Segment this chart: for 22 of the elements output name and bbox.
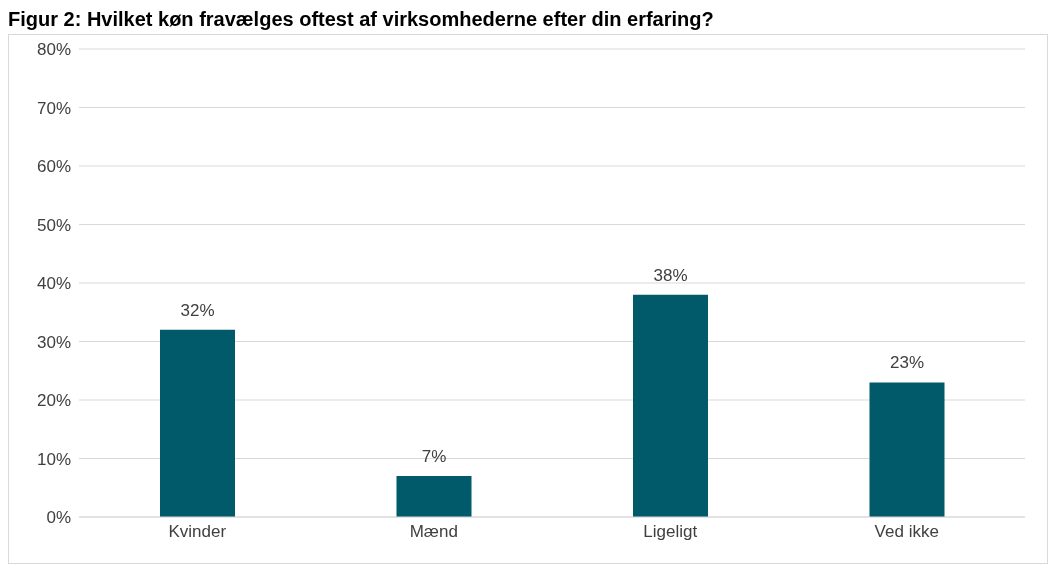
y-tick-label: 30% — [36, 332, 71, 352]
y-tick-label: 40% — [36, 274, 71, 294]
x-tick-label: Mænd — [409, 522, 458, 542]
y-tick-label: 20% — [36, 391, 71, 411]
data-label: 23% — [889, 353, 925, 373]
data-label: 38% — [653, 265, 688, 285]
data-label: 7% — [421, 447, 447, 467]
bar — [633, 294, 708, 517]
x-tick-label: Kvinder — [168, 522, 227, 542]
chart-title: Figur 2: Hvilket køn fravælges oftest af virksomhederne efter din erfaring? — [8, 8, 715, 32]
y-tick-label: 60% — [36, 157, 71, 177]
bar — [160, 329, 235, 517]
y-tick-label: 70% — [36, 98, 71, 118]
y-tick-label: 10% — [36, 449, 71, 469]
bar — [396, 476, 472, 517]
data-label: 32% — [180, 300, 215, 320]
y-tick-label: 80% — [36, 40, 71, 60]
y-tick-label: 50% — [36, 215, 71, 235]
bar — [869, 382, 945, 517]
y-tick-label: 0% — [46, 508, 71, 528]
x-tick-label: Ligeligt — [643, 522, 698, 542]
x-tick-label: Ved ikke — [874, 522, 939, 542]
